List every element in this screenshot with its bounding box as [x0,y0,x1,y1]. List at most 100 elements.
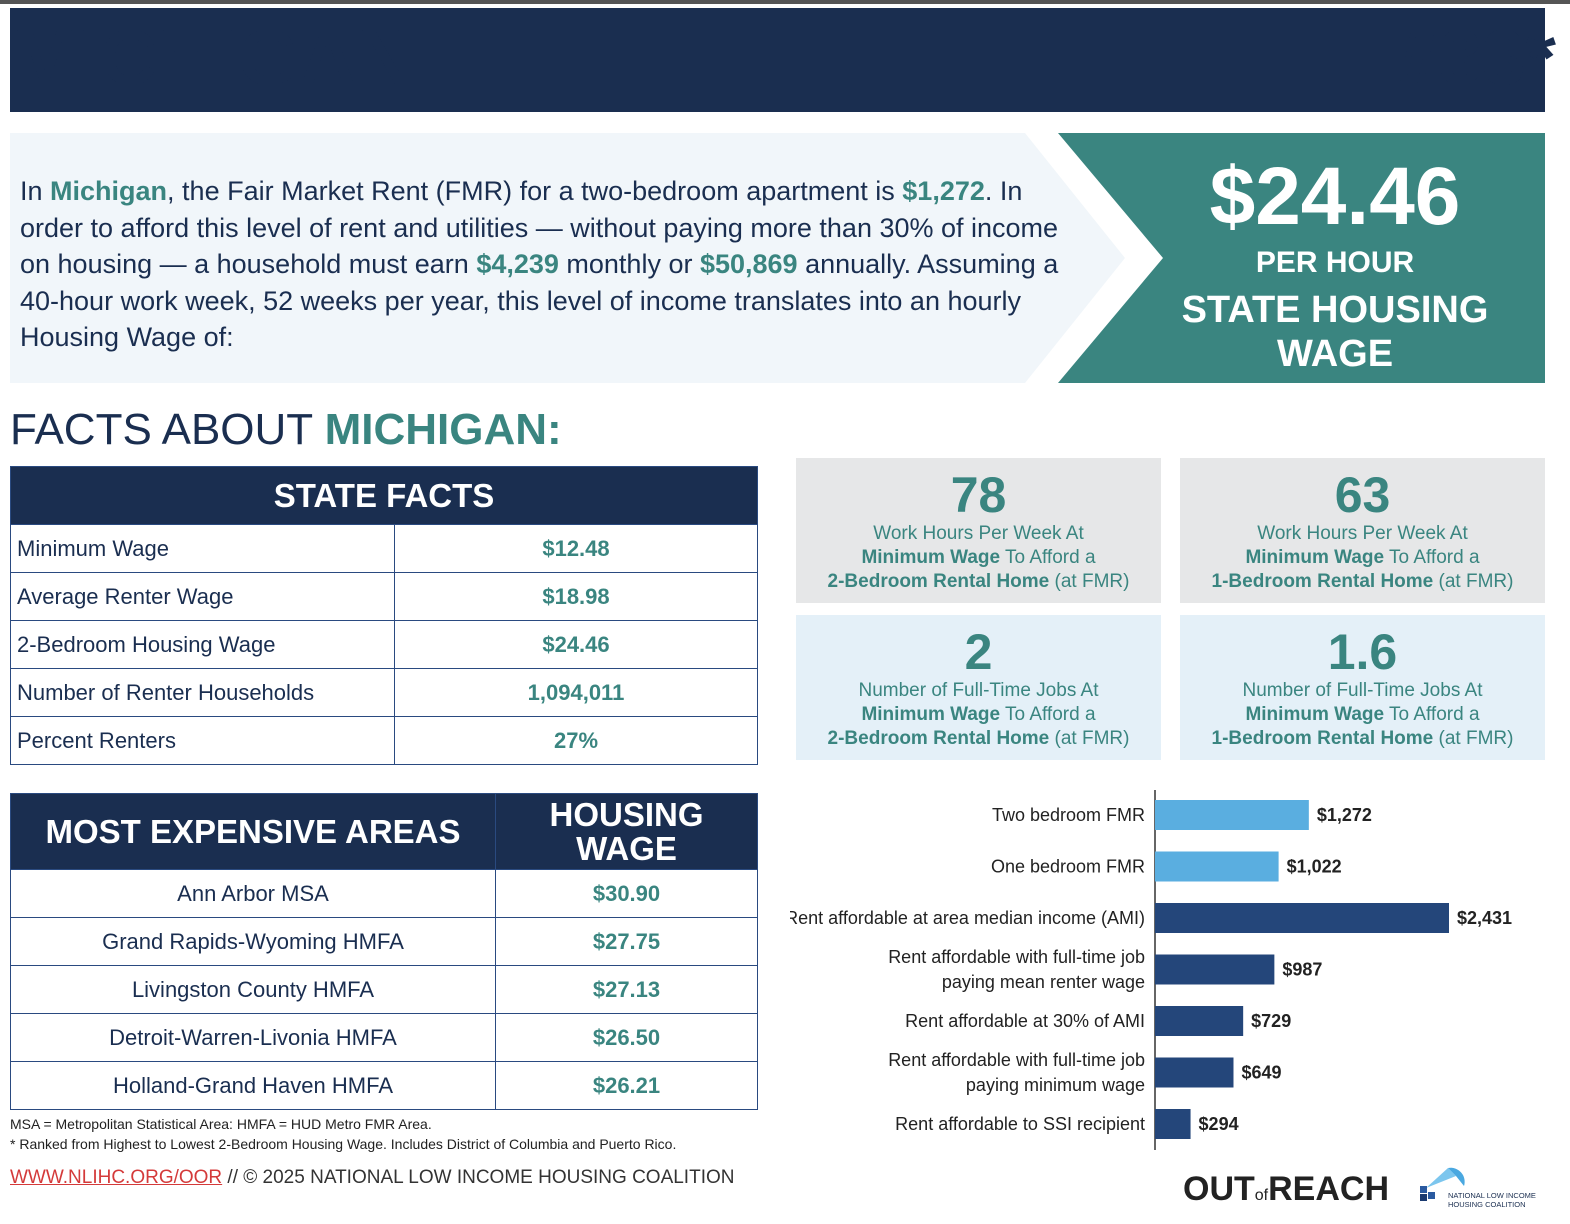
fact-box-line: Minimum Wage To Afford a [796,703,1161,727]
table-row: Livingston County HMFA $27.13 [10,965,758,1014]
per-hour-label: PER HOUR [1255,246,1415,279]
housing-wage-label: STATE HOUSING WAGE [1181,289,1489,375]
svg-text:HOUSING COALITION: HOUSING COALITION [1448,1200,1526,1209]
fact-box-bold: 2-Bedroom Rental Home [827,728,1050,749]
fact-box-number: 2 [964,624,993,680]
area-name: Holland-Grand Haven HMFA [10,1061,496,1110]
chart-bar [1155,851,1279,882]
area-wage: $27.75 [495,917,758,966]
chart-value-label: $649 [1241,1063,1281,1083]
chart-value-label: $1,272 [1317,805,1372,825]
table-row: Grand Rapids-Wyoming HMFA $27.75 [10,917,758,966]
table-row: Ann Arbor MSA $30.90 [10,869,758,918]
chart-category-label: Rent affordable at area median income (A… [790,908,1145,928]
rent-chart: $1,272 Two bedroom FMR $1,022 One bedroom F… [790,790,1512,1150]
fact-box: 1.6 Number of Full-Time Jobs At Minimum … [1180,615,1545,760]
fact-value: 27% [394,716,758,765]
footnotes: MSA = Metropolitan Statistical Area: HMF… [10,1114,676,1154]
area-wage: $26.50 [495,1013,758,1062]
website-link[interactable]: WWW.NLIHC.ORG/OOR [10,1167,223,1188]
chart-category-label: Rent affordable with full-time job [888,947,1145,967]
fact-box-line: Work Hours Per Week At [873,523,1084,544]
fact-box-number: 63 [1334,467,1391,523]
chart-bar [1155,800,1309,830]
housing-wage-value: $24.46 [1209,151,1461,242]
fact-box-bold: Minimum Wage [861,547,1001,568]
chart-value-label: $987 [1282,960,1322,980]
fact-box: 2 Number of Full-Time Jobs At Minimum Wa… [796,615,1161,760]
fact-label: Minimum Wage [10,524,395,573]
chart-value-label: $2,431 [1457,908,1512,928]
footnote: * Ranked from Highest to Lowest 2-Bedroo… [10,1136,677,1152]
out-of-reach-logo: OUTofREACH [1183,1170,1389,1209]
facts-state: MICHIGAN [324,405,548,454]
chart-bar [1155,954,1275,985]
fact-box-line: Minimum Wage To Afford a [1180,546,1545,570]
chart-category-label: Rent affordable at 30% of AMI [905,1011,1145,1031]
chart-category-label: paying minimum wage [966,1075,1145,1095]
fact-box-bold: Minimum Wage [861,704,1001,725]
state-rank: #33* [1395,13,1557,101]
fact-box: 63 Work Hours Per Week At Minimum Wage T… [1180,458,1545,603]
fact-box-number: 78 [950,467,1007,523]
intro-part: . In order to afford this level of rent … [20,176,1059,279]
fact-value: $24.46 [394,620,758,669]
area-name: Grand Rapids-Wyoming HMFA [10,917,496,966]
area-name: Detroit-Warren-Livonia HMFA [10,1013,496,1062]
chart-value-label: $294 [1199,1114,1239,1134]
chart-category-label: paying mean renter wage [942,972,1145,992]
copyright: // © 2025 NATIONAL LOW INCOME HOUSING CO… [222,1167,735,1188]
logo-text: REACH [1268,1170,1390,1208]
fact-box-bold: 1-Bedroom Rental Home [1211,728,1434,749]
fact-box-bold: 1-Bedroom Rental Home [1211,571,1434,592]
fact-box-line: Minimum Wage To Afford a [796,546,1161,570]
top-rule [0,0,1570,4]
chart-category-label: Rent affordable with full-time job [888,1050,1145,1070]
footnote: MSA = Metropolitan Statistical Area: HMF… [10,1116,432,1132]
expensive-areas-table: MOST EXPENSIVE AREAS HOUSING WAGE Ann Arb… [10,793,758,1110]
chart-bar [1155,903,1449,933]
fact-box-text: (at FMR) [1433,728,1514,749]
intro-annual: $50,869 [699,249,798,279]
intro-part: In [20,176,51,206]
logo-text: of [1254,1187,1269,1204]
facts-suffix: : [547,405,562,454]
area-wage: $30.90 [495,869,758,918]
intro-state: Michigan [50,176,168,206]
facts-prefix: FACTS ABOUT [10,405,325,454]
chart-bar [1155,1057,1234,1088]
fact-box-bold: Minimum Wage [1245,547,1385,568]
area-wage: $27.13 [495,965,758,1014]
area-name: Ann Arbor MSA [10,869,496,918]
intro-monthly: $4,239 [476,249,559,279]
chart-category-label: One bedroom FMR [991,857,1145,877]
fact-label: Percent Renters [10,716,395,765]
facts-heading: FACTS ABOUT MICHIGAN: [10,405,562,455]
intro-part: monthly or [558,249,700,279]
fact-label: Average Renter Wage [10,572,395,621]
fact-box-text: To Afford a [1000,547,1096,568]
svg-text:NATIONAL LOW INCOME: NATIONAL LOW INCOME [1448,1191,1536,1200]
fact-value: $12.48 [394,524,758,573]
chart-value-label: $1,022 [1287,857,1342,877]
fact-box: 78 Work Hours Per Week At Minimum Wage T… [796,458,1161,603]
fact-box-line: Minimum Wage To Afford a [1180,703,1545,727]
state-facts-table: STATE FACTS Minimum Wage $12.48 Average R… [10,466,758,765]
header-bar [10,8,1545,112]
area-wage: $26.21 [495,1061,758,1110]
table-row: Detroit-Warren-Livonia HMFA $26.50 [10,1013,758,1062]
table-row: Holland-Grand Haven HMFA $26.21 [10,1061,758,1110]
fact-label: Number of Renter Households [10,668,395,717]
state-title: MICHIGAN [12,13,415,101]
fact-box-bold: Minimum Wage [1245,704,1385,725]
fact-box-line: 2-Bedroom Rental Home (at FMR) [796,570,1161,594]
intro-panel [10,133,1125,383]
fact-value: $18.98 [394,572,758,621]
fact-box-line: 1-Bedroom Rental Home (at FMR) [1180,570,1545,594]
intro-fmr: $1,272 [902,176,985,206]
fact-box-number: 1.6 [1327,624,1398,680]
fact-box-text: To Afford a [1000,704,1096,725]
intro-part: , the Fair Market Rent (FMR) for a two-b… [167,176,903,206]
intro-text: In Michigan, the Fair Market Rent (FMR) … [20,173,1080,356]
footer: WWW.NLIHC.ORG/OOR // © 2025 NATIONAL LOW… [10,1167,734,1189]
